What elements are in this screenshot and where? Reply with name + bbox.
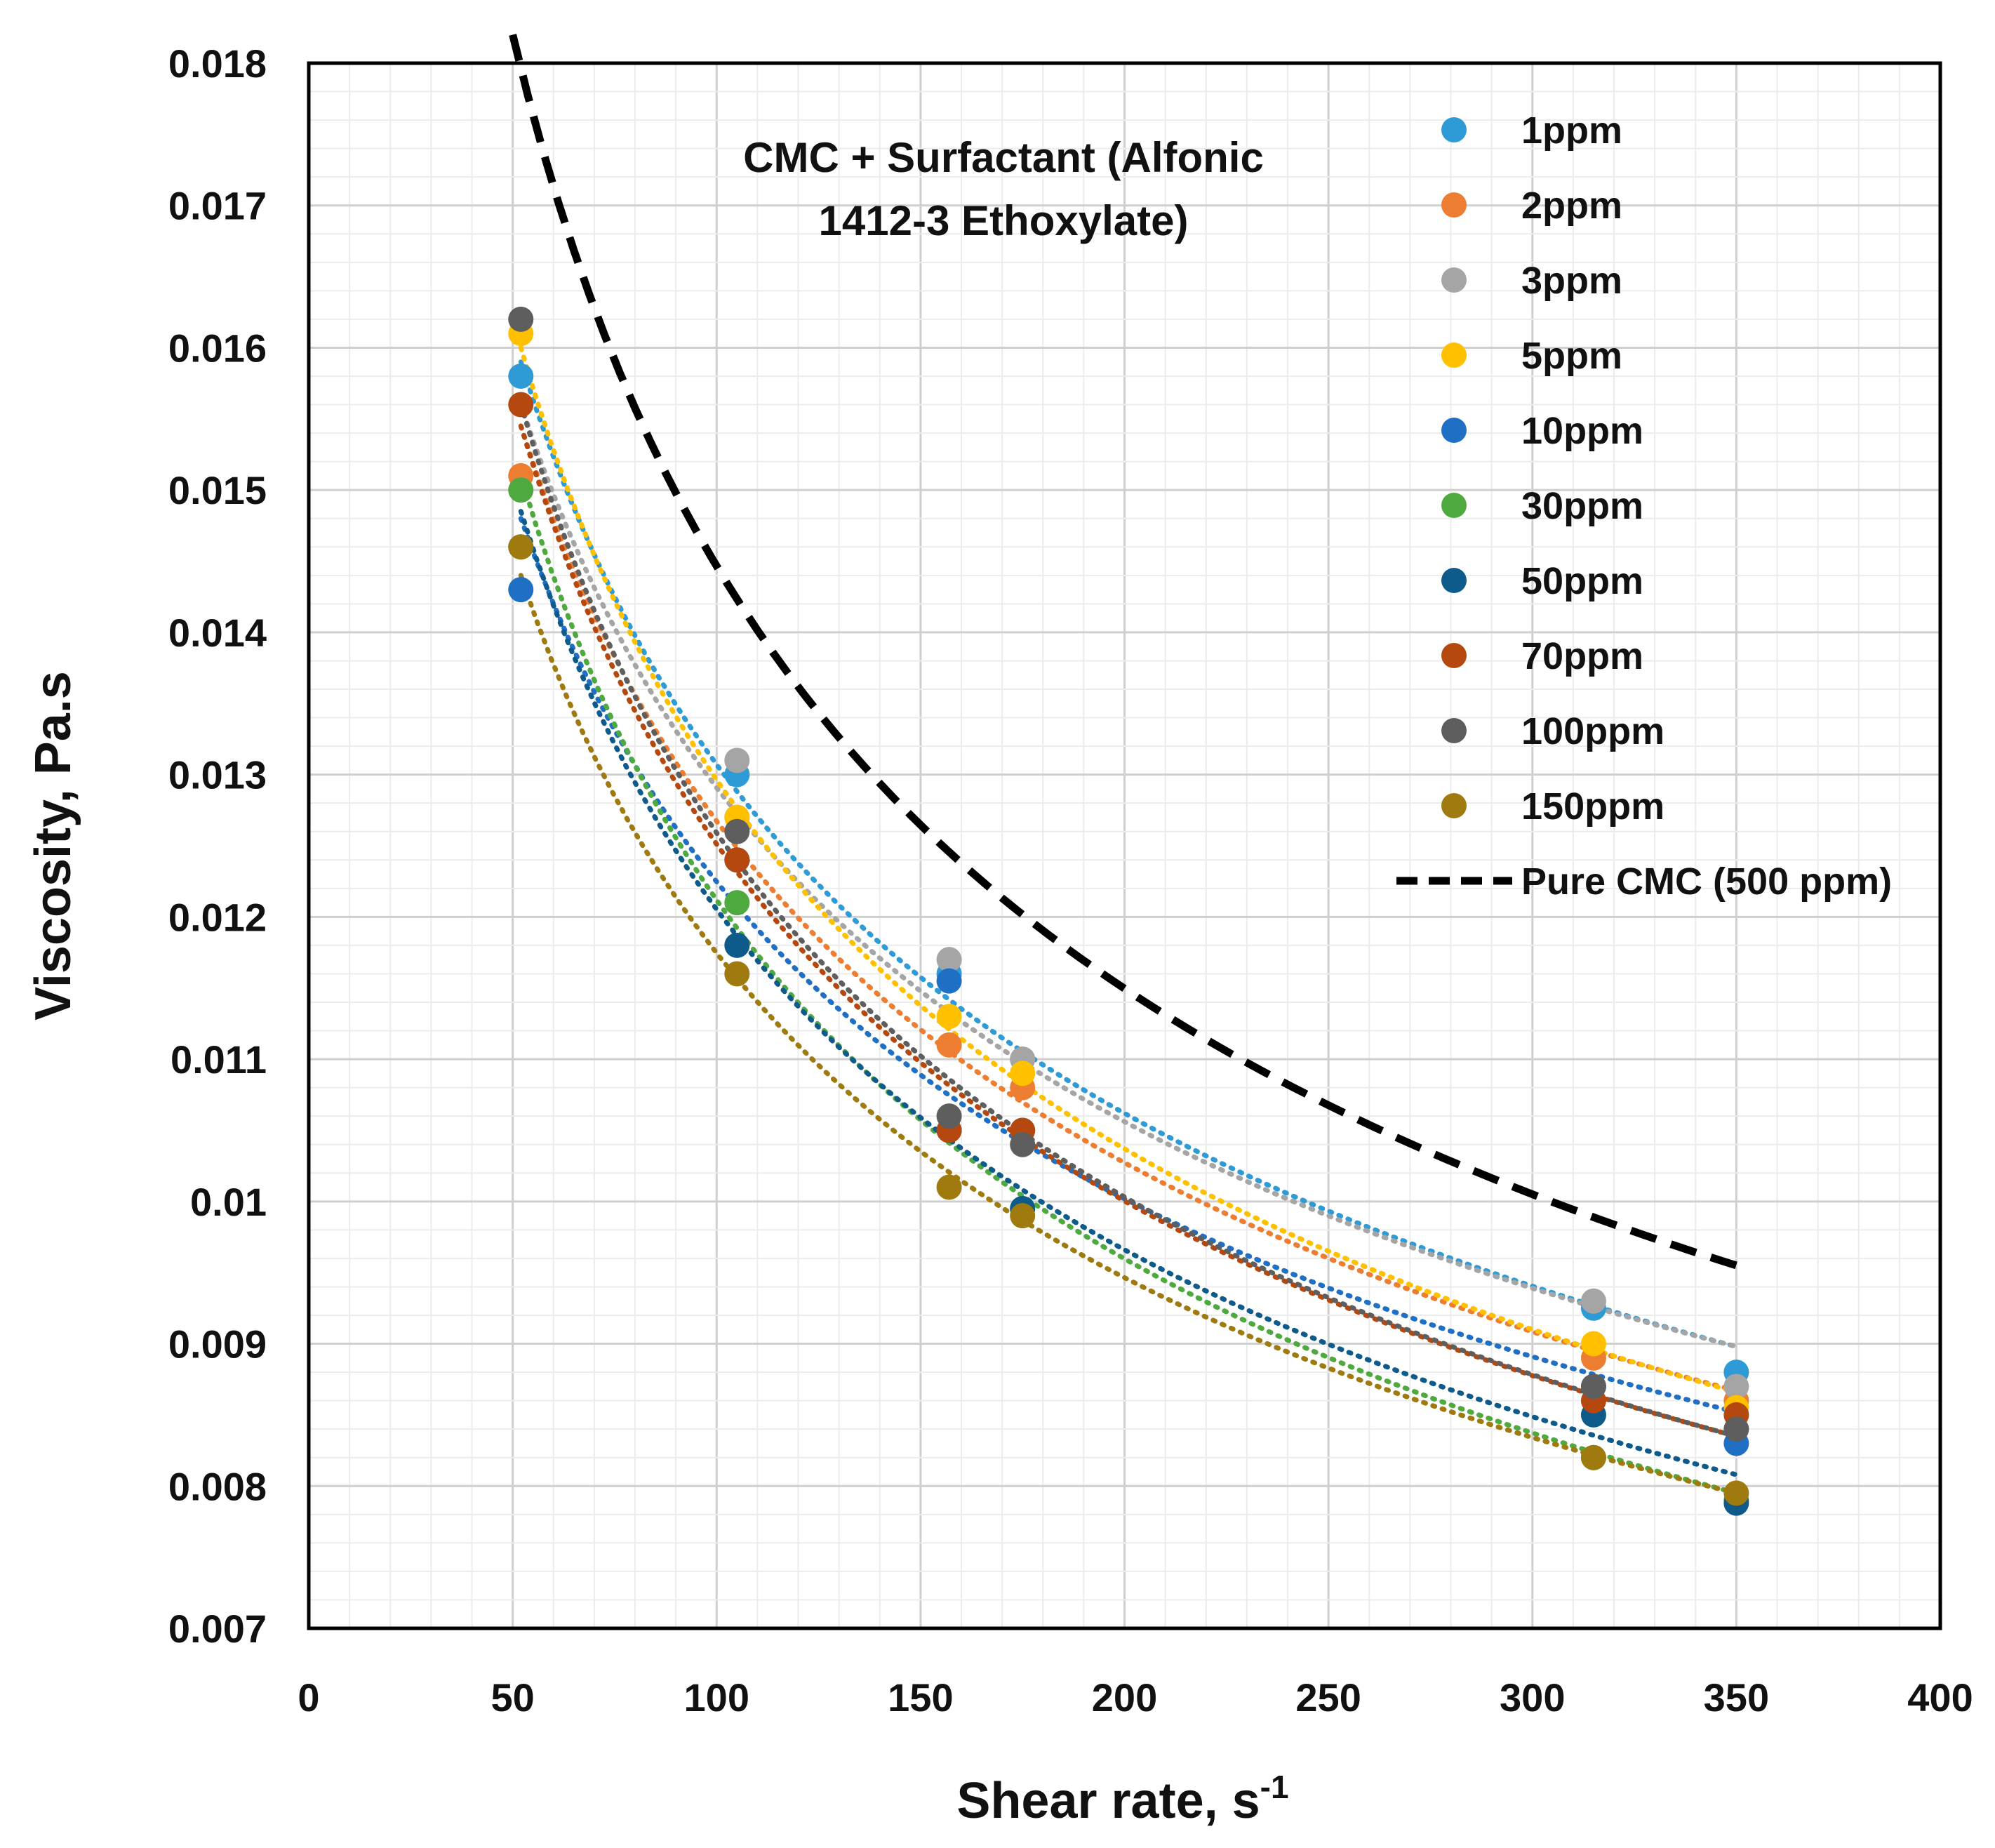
point-100ppm xyxy=(724,818,750,844)
point-150ppm xyxy=(1723,1480,1749,1506)
legend-marker-30ppm xyxy=(1441,493,1467,518)
point-100ppm xyxy=(1723,1416,1749,1442)
legend-label: 50ppm xyxy=(1521,560,1643,602)
reference-curve xyxy=(509,34,1738,1270)
x-tick-label: 300 xyxy=(1500,1675,1565,1720)
x-tick-labels: 0 50 100 150 200 250 300 350 400 xyxy=(298,1675,1973,1720)
point-150ppm xyxy=(1010,1203,1036,1229)
y-tick-label: 0.017 xyxy=(168,184,267,228)
point-100ppm xyxy=(508,306,534,332)
y-tick-label: 0.015 xyxy=(168,468,267,512)
legend-label: 150ppm xyxy=(1521,785,1664,827)
point-50ppm xyxy=(724,932,750,958)
annotation-line-1: CMC + Surfactant (Alfonic xyxy=(743,134,1264,181)
y-tick-label: 0.011 xyxy=(171,1037,267,1082)
x-tick-label: 200 xyxy=(1092,1675,1157,1720)
point-150ppm xyxy=(724,961,750,987)
gridlines xyxy=(307,62,1942,1630)
legend-marker-1ppm xyxy=(1441,117,1467,142)
point-5ppm xyxy=(1580,1331,1606,1357)
legend-marker-150ppm xyxy=(1441,793,1467,818)
legend-label: 100ppm xyxy=(1521,710,1664,752)
y-tick-label: 0.012 xyxy=(168,895,267,939)
point-10ppm xyxy=(936,968,962,994)
point-3ppm xyxy=(936,947,962,973)
point-100ppm xyxy=(936,1103,962,1129)
legend-label: 70ppm xyxy=(1521,635,1643,677)
point-3ppm xyxy=(1580,1288,1606,1314)
y-tick-label: 0.013 xyxy=(168,753,267,797)
x-tick-label: 150 xyxy=(888,1675,953,1720)
point-1ppm xyxy=(508,364,534,389)
legend-label: 10ppm xyxy=(1521,410,1643,452)
x-tick-label: 400 xyxy=(1907,1675,1973,1720)
legend-label: 5ppm xyxy=(1521,335,1622,377)
point-5ppm xyxy=(936,1004,962,1030)
point-3ppm xyxy=(724,747,750,773)
data-points xyxy=(508,306,1749,1516)
x-tick-label: 50 xyxy=(491,1675,534,1720)
trendline-3ppm xyxy=(518,402,1739,1350)
x-tick-label: 0 xyxy=(298,1675,319,1720)
y-tick-label: 0.009 xyxy=(168,1322,267,1367)
x-tick-label: 350 xyxy=(1704,1675,1769,1720)
legend-marker-50ppm xyxy=(1441,568,1467,593)
legend-marker-70ppm xyxy=(1441,643,1467,668)
y-tick-label: 0.007 xyxy=(168,1607,267,1651)
point-30ppm xyxy=(724,890,750,916)
legend-label: 2ppm xyxy=(1521,185,1622,227)
x-tick-label: 100 xyxy=(684,1675,749,1720)
y-tick-label: 0.016 xyxy=(168,326,267,370)
legend-marker-5ppm xyxy=(1441,343,1467,368)
pure-cmc-curve xyxy=(509,34,1738,1270)
y-tick-label: 0.014 xyxy=(168,611,267,655)
legend-marker-3ppm xyxy=(1441,267,1467,293)
legend-label: 3ppm xyxy=(1521,260,1622,302)
y-tick-label: 0.008 xyxy=(168,1464,267,1508)
point-100ppm xyxy=(1580,1374,1606,1400)
trendline-30ppm xyxy=(518,473,1739,1496)
trendline-50ppm xyxy=(518,509,1739,1477)
trendline-5ppm xyxy=(518,345,1739,1395)
legend-label: 30ppm xyxy=(1521,485,1643,527)
annotation-line-2: 1412-3 Ethoxylate) xyxy=(819,197,1189,244)
legend-label: 1ppm xyxy=(1521,109,1622,152)
point-150ppm xyxy=(936,1174,962,1200)
y-tick-label: 0.018 xyxy=(168,41,267,86)
point-150ppm xyxy=(508,534,534,560)
point-30ppm xyxy=(508,477,534,503)
legend-label: Pure CMC (500 ppm) xyxy=(1521,860,1892,903)
point-70ppm xyxy=(724,847,750,873)
y-tick-label: 0.01 xyxy=(190,1180,267,1224)
trendline-2ppm xyxy=(518,423,1739,1393)
x-tick-label: 250 xyxy=(1295,1675,1361,1720)
plot-frame xyxy=(307,61,1942,1630)
point-5ppm xyxy=(1010,1061,1036,1086)
legend-marker-100ppm xyxy=(1441,718,1467,743)
point-2ppm xyxy=(936,1032,962,1058)
legend-marker-2ppm xyxy=(1441,192,1467,218)
y-axis-title: Viscosity, Pa.s xyxy=(25,671,81,1021)
trendline-10ppm xyxy=(518,516,1739,1415)
y-tick-labels: 0.007 0.008 0.009 0.01 0.011 0.012 0.013 0.014 0… xyxy=(168,41,267,1651)
trendlines xyxy=(518,345,1739,1496)
point-70ppm xyxy=(508,392,534,418)
legend: 1ppm 2ppm 3ppm 5ppm 10ppm 30ppm 50ppm 70ppm 100p… xyxy=(1396,109,1892,903)
trendline-100ppm xyxy=(518,402,1739,1439)
point-10ppm xyxy=(508,577,534,603)
point-150ppm xyxy=(1580,1444,1606,1470)
point-100ppm xyxy=(1010,1131,1036,1157)
legend-marker-10ppm xyxy=(1441,418,1467,443)
x-axis-title: Shear rate, s-1 xyxy=(956,1769,1288,1829)
point-3ppm xyxy=(1723,1374,1749,1400)
trendline-150ppm xyxy=(518,573,1739,1496)
